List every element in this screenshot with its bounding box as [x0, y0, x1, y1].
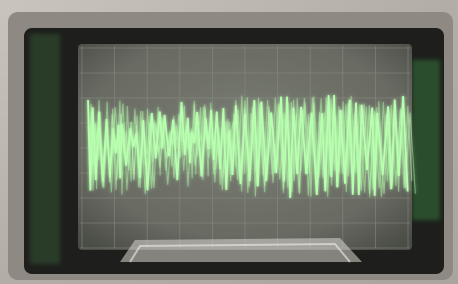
oscilloscope-photo: [0, 0, 458, 284]
page: (() => { const data = JSON.parse(documen…: [0, 0, 458, 284]
bezel-glow-left: [30, 34, 60, 264]
bezel-glow-right: [412, 60, 440, 220]
stand-reflection: [120, 238, 362, 262]
